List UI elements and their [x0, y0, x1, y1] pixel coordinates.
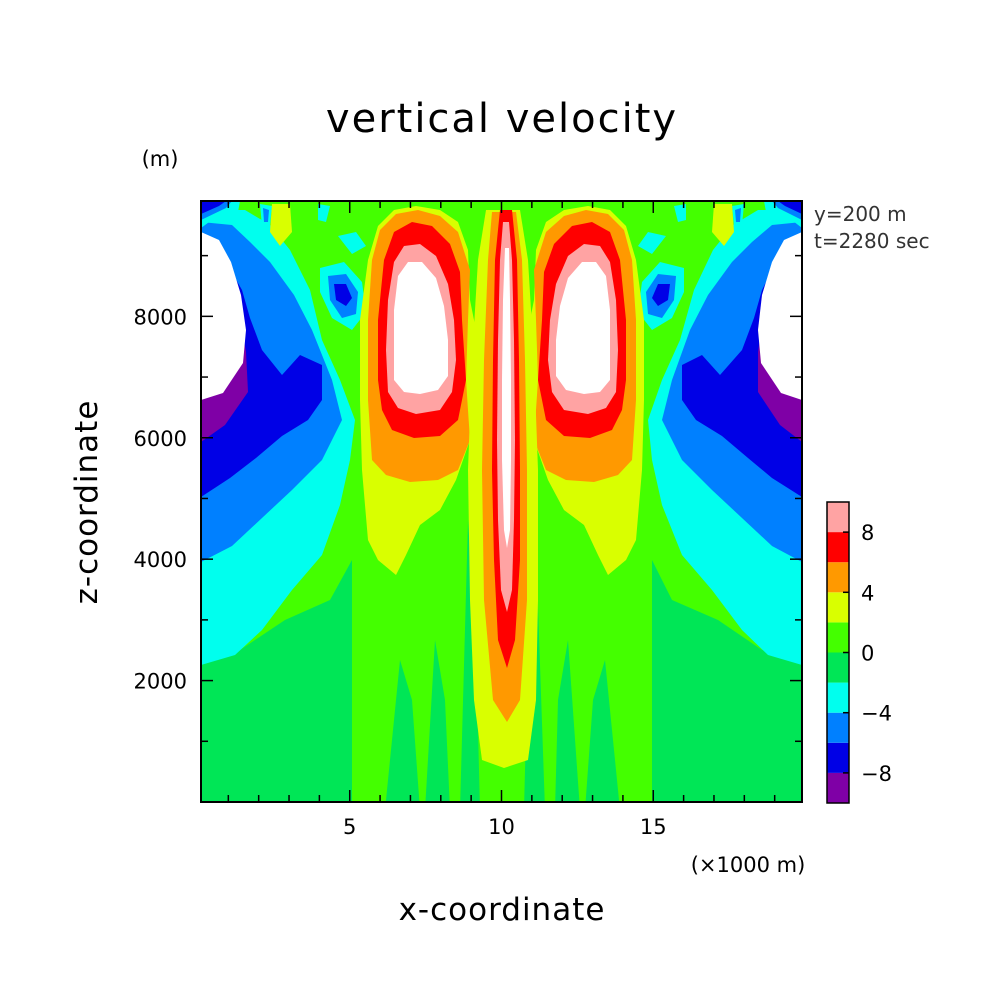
y-axis-title: z-coordinate — [69, 400, 105, 605]
contour-band — [263, 208, 269, 222]
contour-band — [778, 201, 802, 214]
annotation-time: t=2280 sec — [814, 229, 930, 253]
colorbar-segment — [827, 562, 849, 593]
colorbar-segment — [827, 502, 849, 533]
colorbar-tick-label: −4 — [861, 702, 892, 726]
colorbar-segment — [827, 712, 849, 743]
x-tick-label: 15 — [640, 815, 667, 839]
contour-band — [385, 660, 420, 802]
contour-band — [334, 284, 352, 306]
colorbar-segment — [827, 592, 849, 623]
x-axis-title: x-coordinate — [399, 892, 606, 928]
contour-band — [270, 204, 292, 246]
y-tick-label: 2000 — [134, 670, 187, 694]
colorbar-tick-label: 8 — [861, 521, 874, 545]
contour-band — [318, 204, 330, 222]
contour-bands — [201, 201, 802, 802]
contour-band — [502, 248, 511, 548]
contour-band — [555, 640, 580, 802]
contour-band — [674, 204, 686, 222]
x-tick-label: 10 — [488, 815, 515, 839]
y-tick-label: 8000 — [134, 305, 187, 329]
colorbar-segment — [827, 772, 849, 803]
colorbar-segment — [827, 682, 849, 713]
contour-band — [652, 284, 670, 306]
colorbar-tick-label: −8 — [861, 762, 892, 786]
y-tick-label: 4000 — [134, 548, 187, 572]
contour-band — [712, 204, 734, 246]
colorbar-segment — [827, 622, 849, 653]
y-tick-label: 6000 — [134, 427, 187, 451]
contour-band — [556, 262, 610, 394]
contour-band — [652, 560, 802, 802]
axis-ticks — [201, 201, 802, 802]
colorbar-tick-label: 0 — [861, 642, 874, 666]
chart-title: vertical velocity — [326, 96, 678, 142]
y-unit-label: (m) — [142, 147, 179, 171]
x-unit-label: (×1000 m) — [691, 853, 806, 877]
contour-band — [201, 201, 226, 214]
axis-tick-labels: 5 10 15 2000 4000 6000 8000 — [134, 305, 667, 839]
contour-band — [758, 232, 802, 400]
colorbar: −8 −4 0 4 8 — [826, 501, 892, 804]
colorbar-segment — [827, 742, 849, 773]
contour-band — [460, 520, 480, 802]
colorbar-tick-label: 4 — [861, 581, 874, 605]
contour-band — [394, 262, 448, 394]
colorbar-segment — [827, 652, 849, 683]
contour-band — [201, 232, 246, 400]
contour-band — [735, 208, 741, 222]
contour-band — [338, 232, 366, 254]
contour-band — [638, 232, 666, 254]
annotation-y-position: y=200 m — [814, 202, 907, 226]
contour-band — [425, 640, 450, 802]
plot-area — [201, 201, 802, 802]
colorbar-segment — [827, 532, 849, 563]
x-tick-label: 5 — [343, 815, 356, 839]
contour-band — [201, 560, 352, 802]
contour-band — [585, 660, 620, 802]
